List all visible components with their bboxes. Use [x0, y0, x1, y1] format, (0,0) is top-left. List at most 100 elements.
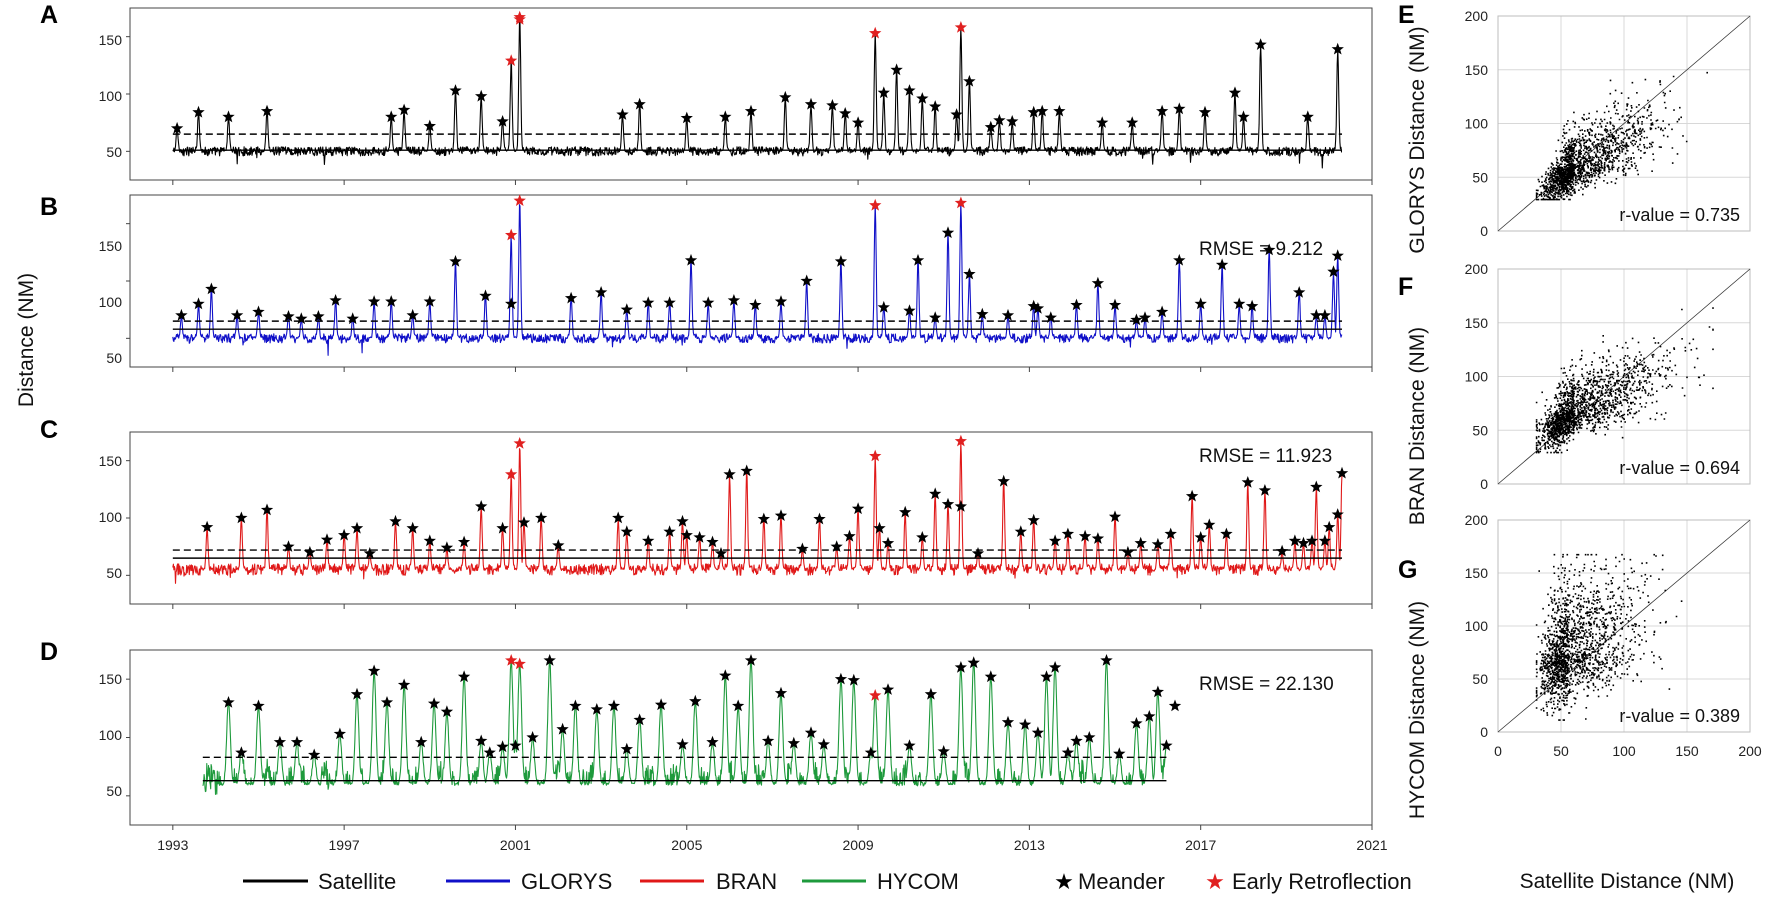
panel-d-meander-star-42	[881, 683, 895, 695]
panel-a-meander-star-7	[449, 84, 462, 96]
panel-d-rmse: RMSE = 22.130	[1199, 674, 1334, 695]
panel-d-meander-star-56	[1083, 731, 1096, 743]
panel-g-y-tick-label-150: 150	[1465, 565, 1489, 581]
x-tick-2005: 2005	[671, 837, 702, 853]
panel-c-rmse: RMSE = 11.923	[1199, 446, 1332, 467]
panel-e-y-tick-label-0: 0	[1480, 223, 1488, 239]
panel-d-meander-star-15	[475, 734, 488, 747]
panel-b-meander-star-40	[1070, 298, 1083, 311]
panel-d-meander-star-10	[397, 678, 411, 691]
panel-a-meander-star-38	[1228, 86, 1242, 99]
panel-f-r-value: r-value = 0.694	[1619, 458, 1740, 478]
panel-a-meander-star-41	[1301, 110, 1314, 123]
panel-c: C RMSE = 11.923 150 100 50	[40, 416, 1373, 609]
legend-item-bran: BRAN	[640, 869, 777, 894]
panel-c-meander-star-40	[916, 531, 929, 543]
panel-c-meander-star-24	[680, 528, 693, 541]
panel-a-meander-star-19	[851, 116, 865, 128]
panel-c-meander-star-17	[535, 511, 548, 524]
panel-b-meander-star-46	[1173, 253, 1186, 266]
panel-a-meander-star-9	[496, 115, 509, 127]
panel-c-meander-star-18	[552, 539, 565, 551]
panel-e-y-tick-label-50: 50	[1472, 169, 1488, 185]
panel-b-retroflection-star-2	[869, 198, 882, 211]
panel-b-meander-star-2	[205, 282, 218, 295]
panel-g-x-tick-label-100: 100	[1612, 743, 1636, 759]
panel-a-meander-star-12	[680, 111, 693, 124]
panel-d-meander-star-62	[1160, 739, 1173, 751]
panel-b-meander-star-38	[1031, 302, 1045, 314]
panel-a-meander-star-22	[903, 84, 916, 96]
panel-c-meander-star-34	[830, 540, 843, 552]
panel-a-retroflection-star-2	[513, 13, 526, 25]
x-tick-2013: 2013	[1014, 837, 1045, 853]
panel-c-meander-star-66	[1310, 480, 1323, 493]
panel-b-y-tick-100: 100	[99, 294, 123, 310]
panel-c-retroflection-star-1	[513, 437, 526, 449]
panel-d-meander-star-38	[817, 738, 830, 750]
panel-c-meander-star-48	[1048, 534, 1062, 547]
panel-c-retroflection-star-3	[954, 434, 967, 447]
panel-c-meander-star-2	[260, 503, 274, 516]
legend-label-glorys: GLORYS	[521, 869, 612, 894]
panel-e-y-tick-label-200: 200	[1465, 8, 1489, 24]
panel-d-meander-star-55	[1070, 734, 1083, 747]
panel-g-y-tick-label-50: 50	[1472, 671, 1488, 687]
panel-c-meander-star-0	[200, 520, 214, 533]
panel-a-meander-star-0	[170, 121, 184, 134]
panel-d-meander-star-3	[273, 735, 287, 748]
panel-b-meander-star-22	[684, 253, 698, 266]
panel-g-r-value: r-value = 0.389	[1619, 706, 1740, 726]
panel-d-meander-star-27	[654, 698, 668, 711]
panel-b-meander-star-32	[929, 311, 942, 323]
legend-item-hycom: HYCOM	[802, 869, 959, 894]
panel-b-meander-star-15	[479, 289, 492, 302]
panel-c-meander-star-61	[1241, 476, 1254, 488]
panel-d-meander-star-61	[1151, 685, 1164, 698]
panel-b-meander-star-8	[329, 294, 342, 306]
panel-b-meander-star-31	[911, 253, 925, 266]
panel-c-meander-star-39	[899, 505, 912, 518]
panel-g-scatter-points	[1535, 553, 1683, 721]
panel-e-scatter-points	[1535, 71, 1708, 201]
panel-c-meander-star-31	[774, 509, 788, 521]
panel-a-meander-star-2	[222, 110, 235, 123]
panel-b-meander-star-49	[1233, 297, 1246, 310]
panel-c-meander-star-27	[714, 547, 728, 559]
panel-b-meander-star-55	[1331, 249, 1344, 261]
panel-g-x-tick-label-50: 50	[1553, 743, 1569, 759]
panel-c-meander-star-21	[642, 534, 655, 547]
panel-d-meander-star-23	[590, 703, 603, 715]
panel-c-x-ticks	[126, 460, 1373, 609]
panel-d-meander-star-33	[744, 654, 758, 666]
panel-c-meander-star-4	[303, 545, 317, 558]
panel-c-meander-star-33	[813, 512, 826, 525]
panel-c-meander-star-7	[350, 521, 364, 534]
panel-b-meander-star-24	[727, 294, 741, 306]
panel-b-meander-star-28	[834, 255, 848, 267]
panel-d-meander-star-39	[834, 672, 848, 685]
panel-d-y-tick-labels: 150 100 50	[99, 671, 123, 799]
x-tick-1997: 1997	[329, 837, 360, 853]
x-tick-2017: 2017	[1185, 837, 1216, 853]
panel-c-meander-star-30	[757, 512, 770, 525]
panel-a-meander-star-16	[804, 97, 818, 110]
panel-b-meander-star-18	[594, 286, 608, 298]
panel-d-meander-star-6	[333, 727, 346, 740]
panel-c-meander-star-59	[1203, 518, 1216, 531]
panel-d-meander-star-40	[847, 673, 860, 686]
panel-d-meander-star-43	[903, 739, 916, 751]
panel-d-meander-star-18	[509, 739, 522, 751]
panel-d-meander-star-29	[689, 694, 702, 707]
panel-b-meander-star-9	[346, 312, 359, 325]
panel-c-meander-star-13	[457, 535, 471, 548]
panel-d-series-line	[202, 658, 1167, 795]
panel-a-meander-star-11	[633, 97, 646, 110]
panel-a-retroflection-star-3	[869, 26, 882, 39]
panel-c-meander-star-51	[1091, 532, 1105, 544]
panel-d-meander-star-13	[440, 705, 454, 718]
panel-b-meander-star-43	[1130, 313, 1143, 326]
panel-a-meander-star-18	[839, 107, 852, 119]
panel-a-y-tick-labels: 150 100 50	[99, 32, 123, 160]
panel-a-meander-star-21	[890, 63, 903, 76]
